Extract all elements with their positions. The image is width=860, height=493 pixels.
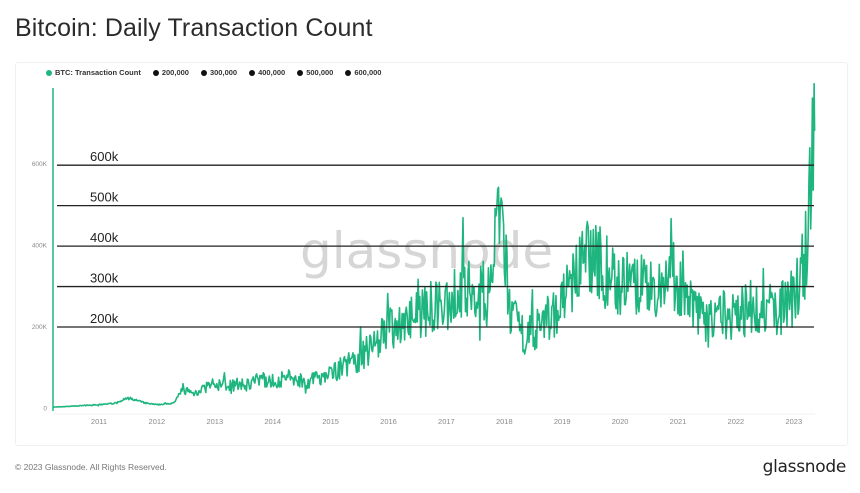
reference-line-label: 200k: [90, 311, 119, 326]
legend-dot-icon: [152, 69, 159, 76]
y-tick-label: 400K: [32, 243, 48, 250]
legend-item-300000[interactable]: 300,000: [200, 68, 238, 77]
legend-label: BTC: Transaction Count: [55, 68, 141, 77]
legend-label: 500,000: [306, 68, 334, 77]
x-tick-label: 2020: [612, 417, 629, 426]
reference-line-label: 600k: [90, 149, 119, 164]
x-tick-label: 2019: [554, 417, 571, 426]
reference-line-label: 500k: [90, 190, 119, 205]
y-tick-label: 0: [43, 406, 47, 413]
reference-line-label: 400k: [90, 230, 119, 245]
legend-item-200000[interactable]: 200,000: [152, 68, 189, 77]
legend-label: 300,000: [209, 68, 238, 77]
legend-dot-icon: [345, 69, 352, 76]
series-line: [52, 82, 816, 409]
legend-dot-icon: [200, 69, 207, 76]
brand-logo: glassnode: [762, 457, 847, 477]
chart-card: [15, 62, 848, 446]
x-tick-label: 2018: [496, 417, 513, 426]
legend-label: 400,000: [258, 68, 286, 77]
x-tick-label: 2017: [438, 417, 455, 426]
legend-item-transaction-count[interactable]: BTC: Transaction Count: [46, 68, 141, 77]
reference-line-label: 300k: [90, 271, 119, 286]
x-tick-label: 2014: [264, 417, 281, 426]
legend-label: 200,000: [161, 68, 189, 77]
page-title: Bitcoin: Daily Transaction Count: [15, 14, 373, 42]
reference-lines: 200k 300k 400k 500k 600k: [57, 149, 814, 328]
copyright-text: © 2023 Glassnode. All Rights Reserved.: [15, 462, 167, 472]
y-axis: 0 200K 400K 600K: [32, 161, 48, 413]
x-tick-label: 2015: [322, 417, 339, 426]
y-tick-label: 600K: [32, 161, 48, 168]
y-tick-label: 200K: [32, 324, 48, 331]
legend-dot-icon: [46, 69, 52, 76]
legend-item-400000[interactable]: 400,000: [249, 68, 285, 77]
series-transaction-count: [52, 82, 816, 409]
legend-label: 600,000: [354, 68, 382, 77]
chart-legend: BTC: Transaction Count 200,000 300,000 4…: [46, 68, 381, 77]
legend-item-600000[interactable]: 600,000: [345, 68, 381, 77]
x-tick-label: 2013: [206, 417, 223, 426]
legend-dot-icon: [249, 69, 256, 76]
x-tick-label: 2011: [91, 417, 107, 426]
x-axis: 2011 2012 2013 2014 2015 2016 2017 2018 2019 2020…: [91, 417, 802, 426]
x-tick-label: 2023: [785, 417, 802, 426]
x-tick-label: 2012: [149, 417, 166, 426]
legend-item-500000[interactable]: 500,000: [297, 68, 333, 77]
legend-dot-icon: [297, 69, 304, 76]
x-tick-label: 2021: [670, 417, 687, 426]
x-tick-label: 2016: [380, 417, 397, 426]
x-tick-label: 2022: [728, 417, 745, 426]
watermark: glassnode: [300, 222, 553, 280]
